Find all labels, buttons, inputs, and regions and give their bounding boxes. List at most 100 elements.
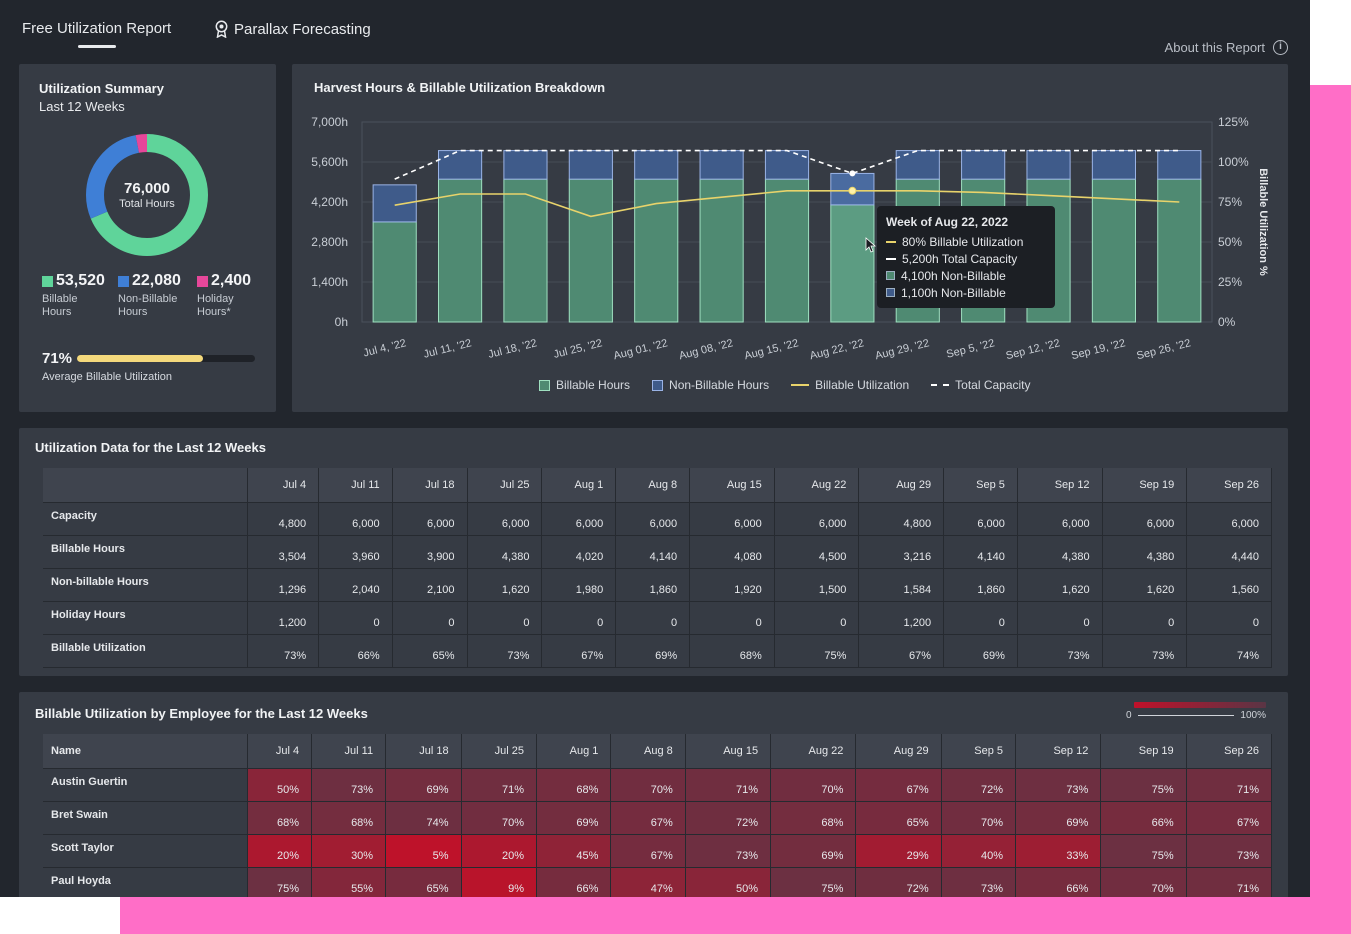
billable-swatch (42, 275, 53, 287)
non-billable-label-2: Hours (118, 306, 148, 318)
billable-bar (568, 178, 613, 323)
non-billable-swatch (652, 379, 664, 391)
holiday-hours-value: 2,400 (211, 272, 252, 289)
table-row: Billable Utilization 73% 66% 65% 73% 67% 69% 68… (43, 634, 1272, 668)
non-billable-bar (699, 150, 744, 180)
y-right-tick-label: 25% (1218, 275, 1242, 289)
billable-hours-value: 53,520 (56, 272, 105, 289)
legend-non-billable-hours[interactable]: Non-Billable Hours (652, 378, 769, 392)
table-cell: 1,560 (1186, 568, 1272, 602)
column-header: Aug 8 (615, 468, 691, 503)
heatmap-cell: 73% (685, 834, 772, 868)
non-billable-bar (1026, 150, 1071, 180)
tooltip-row-utilization: 80% Billable Utilization (886, 233, 1046, 250)
table-cell: 6,000 (467, 502, 543, 536)
about-report-link[interactable]: About this Report i (1165, 40, 1288, 55)
column-header: Sep 19 (1100, 734, 1187, 769)
heatmap-cell: 9% (461, 867, 538, 897)
column-header: Sep 12 (1015, 734, 1102, 769)
avg-utilization-track (77, 355, 255, 362)
table-row: Non-billable Hours 1,296 2,040 2,100 1,620 1,… (43, 568, 1272, 602)
column-header: Jul 11 (318, 468, 393, 503)
table-cell: 4,140 (615, 535, 691, 569)
heatmap-cell: 65% (385, 867, 462, 897)
y-tick-label: 1,400h (311, 275, 348, 289)
table-row: Capacity 4,800 6,000 6,000 6,000 6,000 6,000 6,… (43, 502, 1272, 536)
x-tick-label: Sep 5, '22 (945, 337, 996, 361)
table-row: Scott Taylor 20% 30% 5% 20% 45% 67% 73% 69% 29% 40… (43, 834, 1273, 868)
table-cell: 0 (1102, 601, 1188, 635)
mouse-cursor-icon (865, 237, 877, 253)
table-cell: 0 (615, 601, 691, 635)
utilization-summary-panel: Utilization Summary Last 12 Weeks 76,000… (19, 64, 276, 412)
employee-utilization-panel: Billable Utilization by Employee for the… (19, 692, 1288, 897)
tooltip-billable: 4,100h Non-Billable (901, 268, 1006, 283)
table-cell: 1,980 (541, 568, 617, 602)
scale-min: 0 (1126, 710, 1132, 721)
column-header: Jul 11 (311, 734, 387, 769)
table-cell: 73% (467, 634, 543, 668)
tab-free-utilization-report[interactable]: Free Utilization Report (22, 20, 171, 37)
heatmap-cell: 73% (311, 768, 387, 802)
heatmap-cell: 55% (311, 867, 387, 897)
legend-total-capacity[interactable]: Total Capacity (931, 378, 1031, 392)
table-cell: 3,504 (247, 535, 320, 569)
table-cell: 1,860 (615, 568, 691, 602)
non-billable-bar (961, 150, 1006, 180)
table-cell: 4,440 (1186, 535, 1272, 569)
x-tick-label: Jul 18, '22 (487, 337, 538, 361)
tab-label: Free Utilization Report (22, 20, 172, 37)
heatmap-cell: 74% (385, 801, 462, 835)
heatmap-cell: 70% (941, 801, 1017, 835)
heatmap-cell: 67% (855, 768, 942, 802)
table-cell: 4,500 (774, 535, 860, 569)
avg-utilization-fill (77, 355, 204, 362)
x-tick-label: Aug 08, '22 (678, 337, 735, 362)
employee-name: Scott Taylor (43, 834, 248, 868)
non-billable-hours-value: 22,080 (132, 272, 181, 289)
column-header: Sep 5 (941, 734, 1017, 769)
name-column-header: Name (43, 734, 248, 769)
report-app: Free Utilization Report Parallax Forecas… (0, 0, 1310, 897)
table-cell: 69% (943, 634, 1018, 668)
about-label: About this Report (1164, 40, 1265, 55)
x-tick-label: Aug 15, '22 (743, 337, 800, 362)
table-cell: 3,900 (392, 535, 468, 569)
billable-bar (372, 221, 417, 323)
table-cell: 1,296 (247, 568, 320, 602)
donut-center: 76,000 Total Hours (82, 180, 212, 210)
table-cell: 3,216 (858, 535, 945, 569)
heatmap-cell: 69% (770, 834, 857, 868)
billable-bar (1157, 178, 1202, 323)
heatmap-cell: 40% (941, 834, 1017, 868)
y-tick-label: 0h (335, 315, 348, 329)
column-header: Jul 18 (385, 734, 462, 769)
legend-label: Total Capacity (955, 378, 1031, 392)
billable-bar (830, 204, 875, 323)
tab-parallax-forecasting[interactable]: Parallax Forecasting (214, 20, 371, 38)
legend-billable-hours[interactable]: Billable Hours (539, 378, 630, 392)
heatmap-cell: 65% (855, 801, 942, 835)
column-header: Aug 1 (541, 468, 617, 503)
heatmap-cell: 68% (536, 768, 612, 802)
table-cell: 1,860 (943, 568, 1018, 602)
info-icon: i (1273, 40, 1288, 55)
billable-swatch (539, 379, 550, 391)
table-cell: 4,140 (943, 535, 1018, 569)
table-cell: 6,000 (318, 502, 393, 536)
legend-billable-utilization[interactable]: Billable Utilization (791, 378, 909, 392)
column-header: Aug 29 (858, 468, 945, 503)
table-row: Bret Swain 68% 68% 74% 70% 69% 67% 72% 68% 65% 70%… (43, 801, 1273, 835)
heatmap-cell: 33% (1015, 834, 1102, 868)
table-row: Holiday Hours 1,200 0 0 0 0 0 0 0 1,200 0 0 0 0 (43, 601, 1272, 635)
chart-title: Harvest Hours & Billable Utilization Bre… (314, 80, 606, 95)
row-label: Billable Utilization (43, 634, 248, 668)
table-cell: 1,620 (467, 568, 543, 602)
award-ribbon-icon (215, 20, 228, 38)
non-billable-bar (568, 150, 613, 180)
y-right-tick-label: 100% (1218, 155, 1249, 169)
corner-header (43, 468, 248, 503)
table-cell: 1,200 (858, 601, 945, 635)
y-right-tick-label: 0% (1218, 315, 1236, 329)
heatmap-cell: 45% (536, 834, 612, 868)
